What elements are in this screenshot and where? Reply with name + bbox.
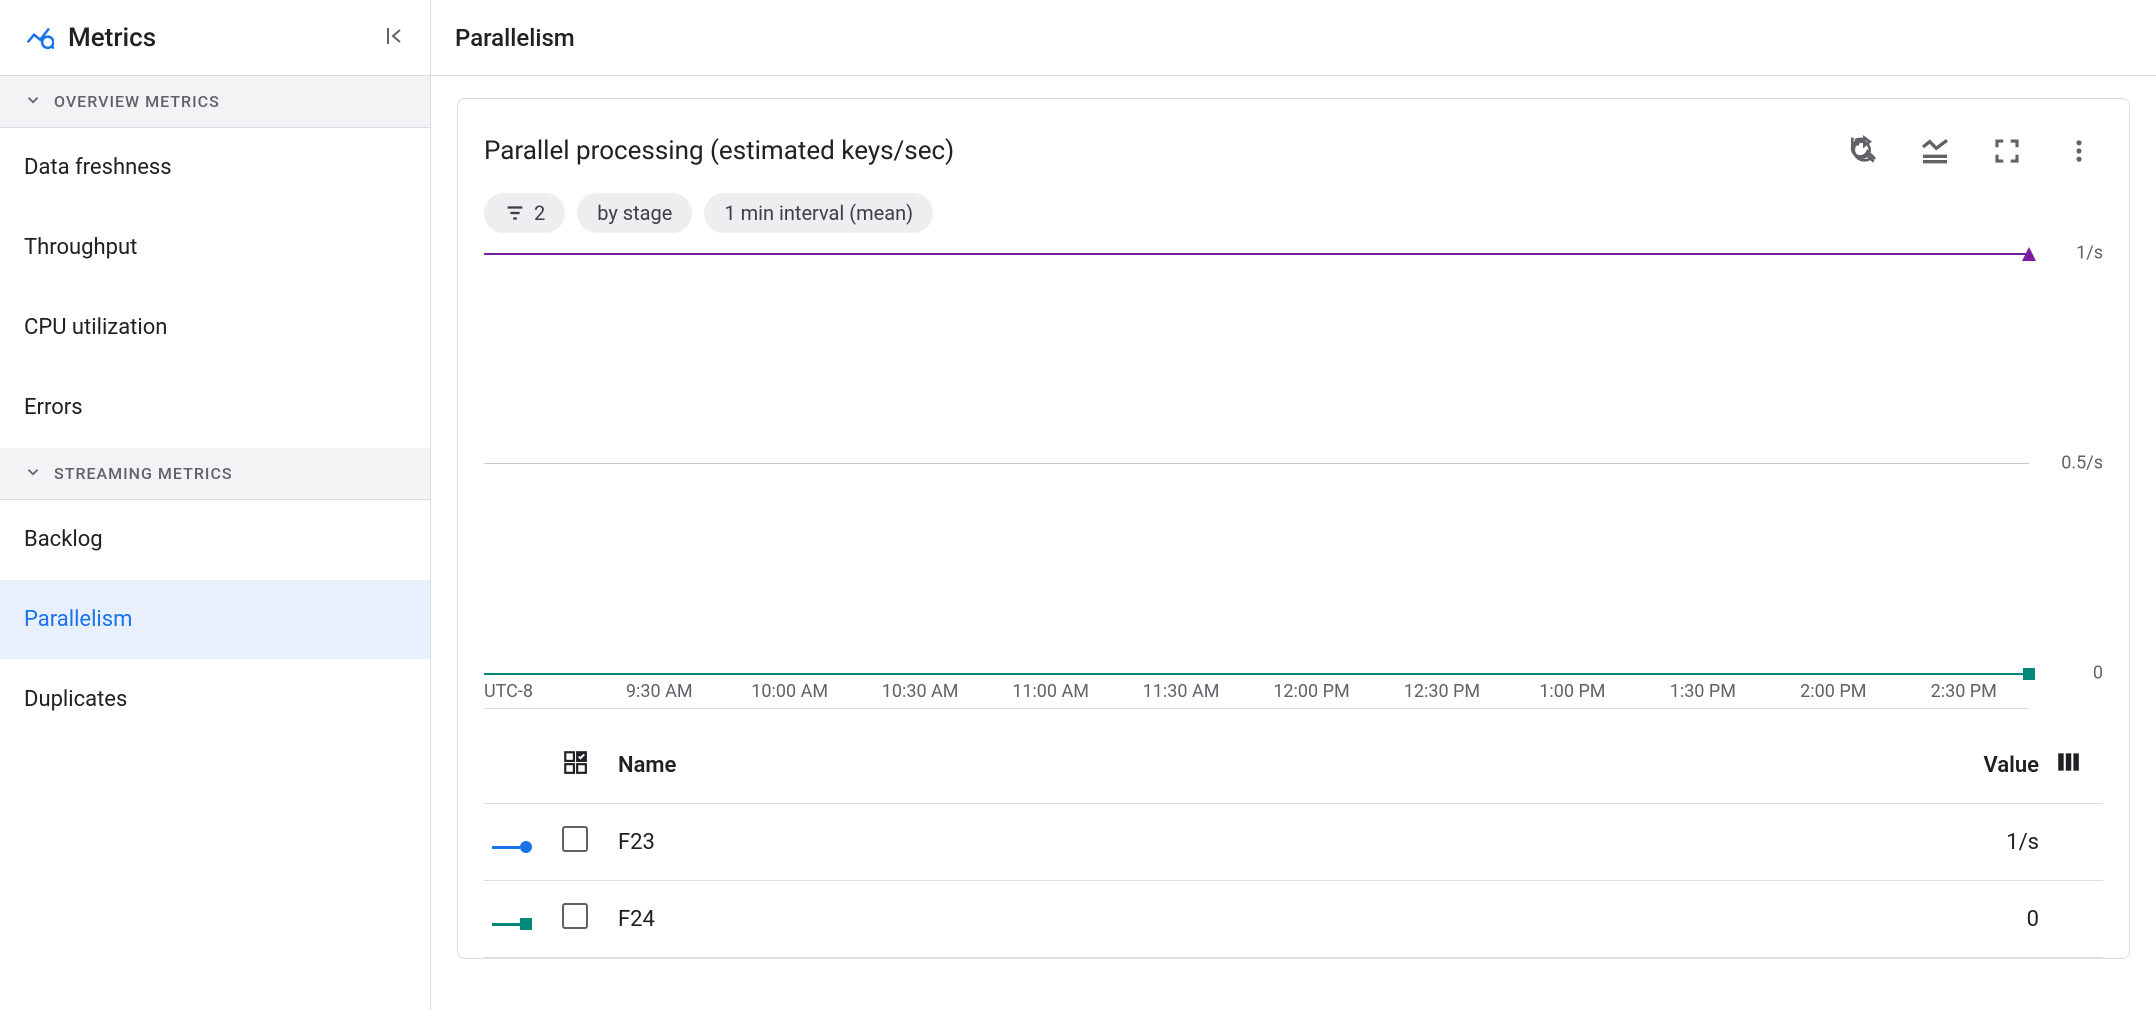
x-tick-label: 11:30 AM	[1116, 681, 1246, 702]
sidebar-item-cpu-utilization[interactable]: CPU utilization	[0, 288, 430, 368]
series-value: 1/s	[1937, 804, 2047, 881]
x-tick-label: 11:00 AM	[985, 681, 1115, 702]
group-by-label: by stage	[597, 201, 672, 225]
series-value: 0	[1937, 881, 2047, 958]
timezone-label: UTC-8	[484, 681, 594, 702]
x-tick-label: 1:00 PM	[1507, 681, 1637, 702]
x-tick-label: 2:00 PM	[1768, 681, 1898, 702]
card-title: Parallel processing (estimated keys/sec)	[484, 136, 1815, 166]
filter-count: 2	[534, 201, 545, 225]
series-marker-icon	[492, 841, 532, 853]
series-name: F24	[610, 881, 1937, 958]
main-content: Parallelism Parallel processing (estimat…	[431, 0, 2156, 1010]
fullscreen-button[interactable]	[1983, 127, 2031, 175]
columns-icon[interactable]	[2055, 756, 2081, 781]
collapse-sidebar-button[interactable]	[382, 24, 406, 52]
sidebar-item-errors[interactable]: Errors	[0, 368, 430, 448]
series-line-f24	[484, 673, 2029, 675]
x-tick-label: 12:00 PM	[1246, 681, 1376, 702]
filter-chip[interactable]: 2	[484, 193, 565, 233]
legend-row[interactable]: F23 1/s	[484, 804, 2103, 881]
series-name: F23	[610, 804, 1937, 881]
section-label: OVERVIEW METRICS	[54, 92, 220, 111]
value-column-header[interactable]: Value	[1937, 727, 2047, 804]
sidebar-item-throughput[interactable]: Throughput	[0, 208, 430, 288]
chart-area[interactable]: 1/s0.5/s0	[484, 253, 2103, 673]
x-tick-label: 1:30 PM	[1638, 681, 1768, 702]
x-axis: UTC-89:30 AM10:00 AM10:30 AM11:00 AM11:3…	[484, 681, 2029, 709]
series-marker-icon	[492, 918, 532, 930]
sidebar-title: Metrics	[68, 23, 382, 53]
section-header[interactable]: STREAMING METRICS	[0, 448, 430, 500]
section-label: STREAMING METRICS	[54, 464, 233, 483]
chevron-down-icon	[24, 91, 42, 113]
legend-toggle-button[interactable]	[1911, 127, 1959, 175]
sidebar-item-backlog[interactable]: Backlog	[0, 500, 430, 580]
more-options-button[interactable]	[2055, 127, 2103, 175]
sidebar-header: Metrics	[0, 0, 430, 76]
x-tick-label: 12:30 PM	[1377, 681, 1507, 702]
reset-zoom-button[interactable]	[1839, 127, 1887, 175]
series-line-f23	[484, 253, 2029, 255]
series-checkbox[interactable]	[562, 826, 588, 852]
series-checkbox[interactable]	[562, 903, 588, 929]
section-header[interactable]: OVERVIEW METRICS	[0, 76, 430, 128]
page-title: Parallelism	[431, 0, 2156, 76]
legend-table: Name Value	[484, 727, 2103, 958]
filter-icon	[504, 202, 526, 224]
chart-card: Parallel processing (estimated keys/sec)	[457, 98, 2130, 959]
group-by-chip[interactable]: by stage	[577, 193, 692, 233]
interval-chip[interactable]: 1 min interval (mean)	[704, 193, 933, 233]
series-endmarker-f23	[2022, 246, 2036, 260]
series-endmarker-f24	[2022, 666, 2036, 680]
y-tick-label: 1/s	[2076, 243, 2103, 264]
x-tick-label: 2:30 PM	[1899, 681, 2029, 702]
metrics-icon	[24, 21, 54, 55]
sidebar-item-parallelism[interactable]: Parallelism	[0, 580, 430, 660]
chevron-down-icon	[24, 463, 42, 485]
sidebar-item-data-freshness[interactable]: Data freshness	[0, 128, 430, 208]
interval-label: 1 min interval (mean)	[724, 201, 913, 225]
legend-row[interactable]: F24 0	[484, 881, 2103, 958]
y-tick-label: 0	[2093, 663, 2103, 684]
y-tick-label: 0.5/s	[2061, 453, 2103, 474]
sidebar: Metrics OVERVIEW METRICS Data freshnessTh…	[0, 0, 431, 1010]
x-tick-label: 9:30 AM	[594, 681, 724, 702]
sidebar-item-duplicates[interactable]: Duplicates	[0, 660, 430, 740]
x-tick-label: 10:30 AM	[855, 681, 985, 702]
name-column-header[interactable]: Name	[610, 727, 1937, 804]
select-all-icon[interactable]	[562, 749, 588, 781]
x-tick-label: 10:00 AM	[724, 681, 854, 702]
